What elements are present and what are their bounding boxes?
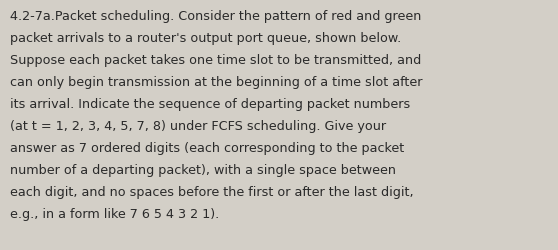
Text: number of a departing packet), with a single space between: number of a departing packet), with a si… bbox=[10, 163, 396, 176]
Text: 4.2-7a.Packet scheduling. Consider the pattern of red and green: 4.2-7a.Packet scheduling. Consider the p… bbox=[10, 10, 421, 23]
Text: answer as 7 ordered digits (each corresponding to the packet: answer as 7 ordered digits (each corresp… bbox=[10, 142, 404, 154]
Text: packet arrivals to a router's output port queue, shown below.: packet arrivals to a router's output por… bbox=[10, 32, 401, 45]
Text: Suppose each packet takes one time slot to be transmitted, and: Suppose each packet takes one time slot … bbox=[10, 54, 421, 67]
Text: e.g., in a form like 7 6 5 4 3 2 1).: e.g., in a form like 7 6 5 4 3 2 1). bbox=[10, 207, 219, 220]
Text: its arrival. Indicate the sequence of departing packet numbers: its arrival. Indicate the sequence of de… bbox=[10, 98, 410, 110]
Text: each digit, and no spaces before the first or after the last digit,: each digit, and no spaces before the fir… bbox=[10, 185, 413, 198]
Text: (at t = 1, 2, 3, 4, 5, 7, 8) under FCFS scheduling. Give your: (at t = 1, 2, 3, 4, 5, 7, 8) under FCFS … bbox=[10, 120, 386, 132]
Text: can only begin transmission at the beginning of a time slot after: can only begin transmission at the begin… bbox=[10, 76, 422, 89]
